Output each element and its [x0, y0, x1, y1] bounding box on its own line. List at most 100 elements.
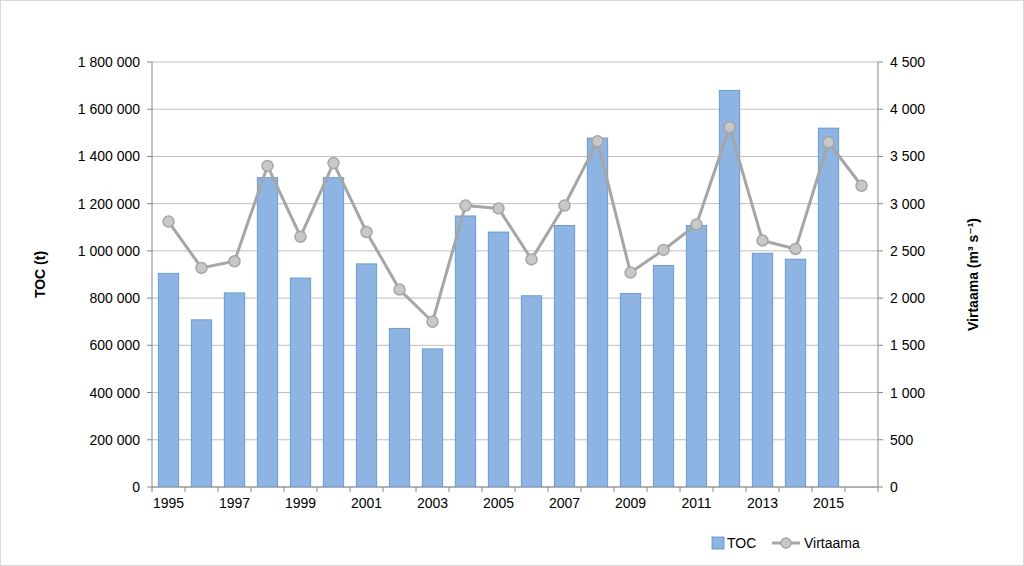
bar: [158, 273, 178, 487]
y2-tick-label: 500: [890, 432, 914, 448]
x-tick: [251, 487, 252, 492]
x-tick: [482, 487, 483, 492]
y-tick-label: 1 600 000: [78, 101, 140, 117]
bar: [554, 225, 574, 487]
y2-tick-label: 2 000: [890, 290, 925, 306]
bar: [323, 178, 343, 487]
x-tick: [647, 487, 648, 492]
marker: [460, 200, 471, 211]
x-tick: [746, 487, 747, 492]
y-tick: [147, 62, 152, 63]
bar: [290, 278, 310, 487]
y-tick-label: 1 000 000: [78, 243, 140, 259]
y-tick: [147, 250, 152, 251]
x-tick: [449, 487, 450, 492]
plot-area: [158, 90, 867, 487]
bar: [587, 138, 607, 487]
y-tick: [147, 156, 152, 157]
bar: [224, 293, 244, 487]
marker: [592, 136, 603, 147]
y2-tick-label: 3 000: [890, 196, 925, 212]
legend: TOCVirtaama: [712, 535, 860, 551]
y2-tick: [878, 203, 883, 204]
marker: [394, 284, 405, 295]
x-tick: [185, 487, 186, 492]
x-tick: [581, 487, 582, 492]
y2-tick: [878, 62, 883, 63]
y2-tick-label: 0: [890, 479, 898, 495]
x-tick: [614, 487, 615, 492]
y-tick: [147, 345, 152, 346]
marker: [361, 227, 372, 238]
marker: [262, 160, 273, 171]
chart-frame: [1, 1, 1024, 566]
bar: [653, 266, 673, 487]
x-tick-label: 2001: [351, 495, 382, 511]
y2-tick: [878, 487, 883, 488]
x-tick-label: 2015: [813, 495, 844, 511]
grid-line: [152, 156, 878, 157]
marker: [691, 219, 702, 230]
bar: [422, 349, 442, 487]
y2-tick-label: 1 000: [890, 385, 925, 401]
grid-line: [152, 62, 878, 63]
y-tick: [147, 487, 152, 488]
legend-marker: [781, 538, 791, 548]
y2-tick: [878, 392, 883, 393]
y2-tick-label: 3 500: [890, 148, 925, 164]
marker: [328, 158, 339, 169]
x-tick: [878, 487, 879, 492]
y-tick: [147, 298, 152, 299]
x-tick-label: 2009: [615, 495, 646, 511]
x-tick-label: 2005: [483, 495, 514, 511]
x-tick-label: 1999: [285, 495, 316, 511]
marker: [823, 137, 834, 148]
bar: [257, 178, 277, 487]
x-tick: [383, 487, 384, 492]
x-tick: [548, 487, 549, 492]
marker: [856, 180, 867, 191]
bar: [785, 259, 805, 487]
legend-swatch: [712, 537, 724, 549]
x-tick: [713, 487, 714, 492]
bar: [521, 296, 541, 487]
marker: [559, 200, 570, 211]
bar: [488, 232, 508, 487]
marker: [658, 244, 669, 255]
marker: [493, 203, 504, 214]
bar: [356, 264, 376, 487]
x-tick-label: 2007: [549, 495, 580, 511]
bar: [455, 216, 475, 487]
y2-tick-label: 1 500: [890, 337, 925, 353]
y-tick-label: 600 000: [89, 337, 140, 353]
y2-tick: [878, 298, 883, 299]
marker: [229, 256, 240, 267]
x-tick: [845, 487, 846, 492]
y2-tick-label: 2 500: [890, 243, 925, 259]
chart: 0200 000400 000600 000800 0001 000 0001 …: [0, 0, 1024, 566]
marker: [790, 244, 801, 255]
x-tick-label: 2003: [417, 495, 448, 511]
y-tick-label: 0: [132, 479, 140, 495]
marker: [625, 267, 636, 278]
y2-tick: [878, 250, 883, 251]
x-tick: [812, 487, 813, 492]
y-tick-label: 1 800 000: [78, 54, 140, 70]
bar: [818, 128, 838, 487]
grid-line: [152, 109, 878, 110]
x-tick-label: 2013: [747, 495, 778, 511]
bar: [389, 328, 409, 487]
marker: [724, 122, 735, 133]
marker: [427, 316, 438, 327]
bar: [620, 293, 640, 487]
x-tick: [152, 487, 153, 492]
x-tick-label: 1997: [219, 495, 250, 511]
marker: [163, 216, 174, 227]
bar: [686, 225, 706, 487]
legend-label: TOC: [727, 535, 756, 551]
y2-tick-label: 4 500: [890, 54, 925, 70]
bar: [752, 253, 772, 487]
y-axis: [152, 62, 153, 487]
y-tick-label: 200 000: [89, 432, 140, 448]
x-tick: [350, 487, 351, 492]
